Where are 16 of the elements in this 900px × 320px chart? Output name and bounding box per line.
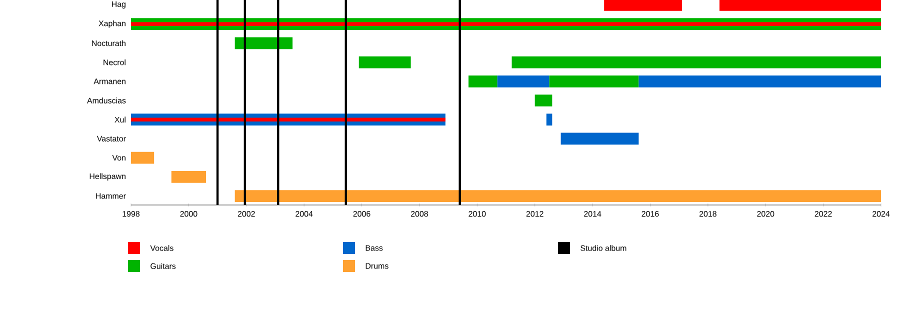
bar	[468, 75, 498, 88]
bar	[131, 118, 446, 122]
bar	[638, 75, 882, 88]
bar	[604, 0, 682, 11]
bar	[171, 170, 206, 183]
bar	[234, 190, 882, 202]
bar	[131, 152, 154, 164]
bar	[560, 132, 639, 145]
bar	[534, 94, 552, 106]
bar	[497, 75, 550, 88]
bar	[131, 22, 882, 26]
bar	[234, 37, 293, 50]
bar	[512, 56, 882, 68]
bar	[549, 75, 639, 88]
bar	[358, 56, 411, 68]
bar	[546, 114, 552, 126]
